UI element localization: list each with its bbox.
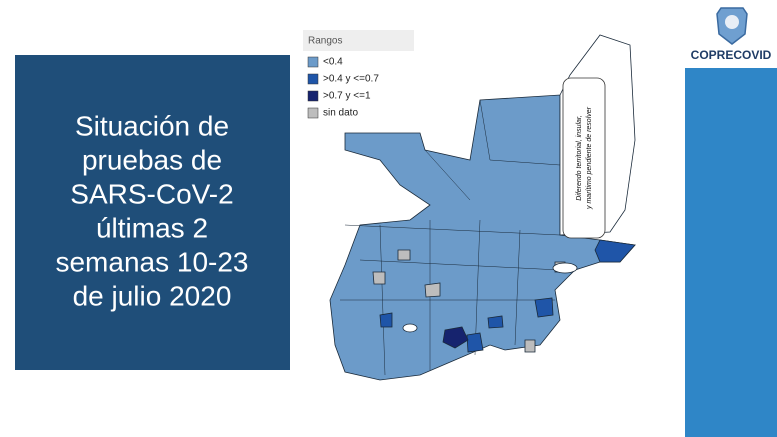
annotation-box xyxy=(562,77,606,239)
annotation-line: y marítimo pendiente de resolver xyxy=(586,106,593,210)
lake-izabal xyxy=(552,262,578,274)
title-box xyxy=(15,55,290,370)
map xyxy=(329,34,636,381)
legend-label: >0.7 y <=1 xyxy=(323,91,371,102)
region xyxy=(397,249,411,261)
region xyxy=(379,312,393,328)
legend-swatch xyxy=(307,73,319,85)
title-line: pruebas de xyxy=(82,144,222,175)
region xyxy=(594,239,636,263)
annotation: Diferendo territorial, insular, y marítim… xyxy=(576,106,593,210)
title-line: últimas 2 xyxy=(96,212,208,243)
legend-title: Rangos xyxy=(308,36,342,47)
region xyxy=(487,315,504,329)
legend-label: sin dato xyxy=(323,108,358,119)
legend-label: >0.4 y <=0.7 xyxy=(323,74,379,85)
region xyxy=(466,332,484,353)
title-line: SARS-CoV-2 xyxy=(70,178,233,209)
title-line: Situación de xyxy=(75,110,229,141)
legend: Rangos <0.4 >0.4 y <=0.7 >0.7 y <=1 sin dat… xyxy=(303,30,414,126)
legend-label: <0.4 xyxy=(323,57,343,68)
title-line: semanas 10-23 xyxy=(55,246,248,277)
region xyxy=(534,297,554,318)
side-bar xyxy=(685,68,777,437)
annotation-line: Diferendo territorial, insular, xyxy=(576,115,583,201)
legend-swatch xyxy=(307,56,319,68)
legend-swatch xyxy=(307,90,319,102)
region xyxy=(442,326,469,349)
logo-text: COPRECOVID xyxy=(691,48,772,62)
legend-header xyxy=(303,30,414,51)
region xyxy=(524,339,536,353)
region xyxy=(372,271,386,285)
region xyxy=(424,282,441,298)
logo: COPRECOVID xyxy=(691,7,772,62)
lake-atitlan xyxy=(402,323,418,333)
logo-emblem xyxy=(725,15,739,29)
title-line: de julio 2020 xyxy=(73,280,232,311)
legend-swatch xyxy=(307,107,319,119)
